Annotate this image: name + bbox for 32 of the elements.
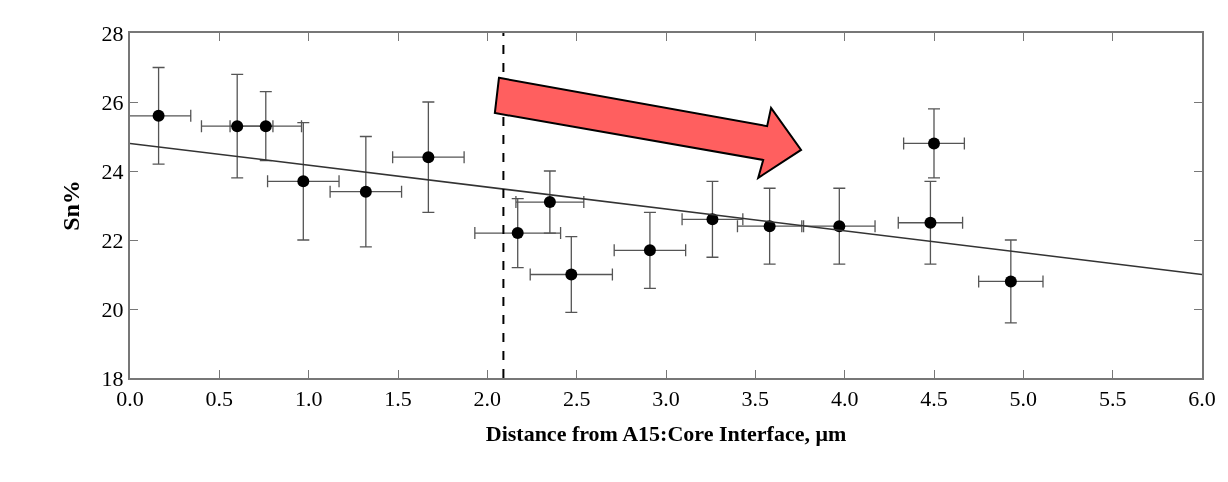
x-tick-label: 1.0 [294,386,323,412]
point [924,216,937,229]
x-tick-label: 3.5 [741,386,770,412]
point [359,185,372,198]
point [422,151,435,164]
y-tick-label: 20 [101,296,124,322]
x-tick-label: 0.5 [205,386,234,412]
point [928,137,940,150]
x-tick-label: 2.0 [473,386,502,412]
x-tick-label: 3.0 [652,386,680,412]
y-tick-label: 24 [101,158,124,184]
y-tick-label: 28 [101,20,124,46]
x-tick-label: 5.5 [1098,386,1127,412]
x-tick-label: 4.0 [830,386,859,412]
x-tick-label: 5.0 [1009,386,1038,412]
point [231,120,244,133]
point [543,196,556,209]
y-tick-label: 22 [101,227,124,253]
y-tick-label: 26 [101,89,124,115]
x-axis-title: Distance from A15:Core Interface, μm [485,420,847,446]
x-tick-label: 4.5 [920,386,948,412]
y-axis-title: Sn% [58,180,85,231]
x-tick-label: 2.5 [562,386,591,412]
point [643,244,656,257]
x-tick-label: 1.5 [384,386,412,412]
point [511,227,524,240]
point [1004,275,1017,288]
point [259,120,272,133]
point [297,175,310,188]
point [152,109,165,122]
point [565,268,578,281]
x-tick-label: 6.0 [1188,386,1216,412]
